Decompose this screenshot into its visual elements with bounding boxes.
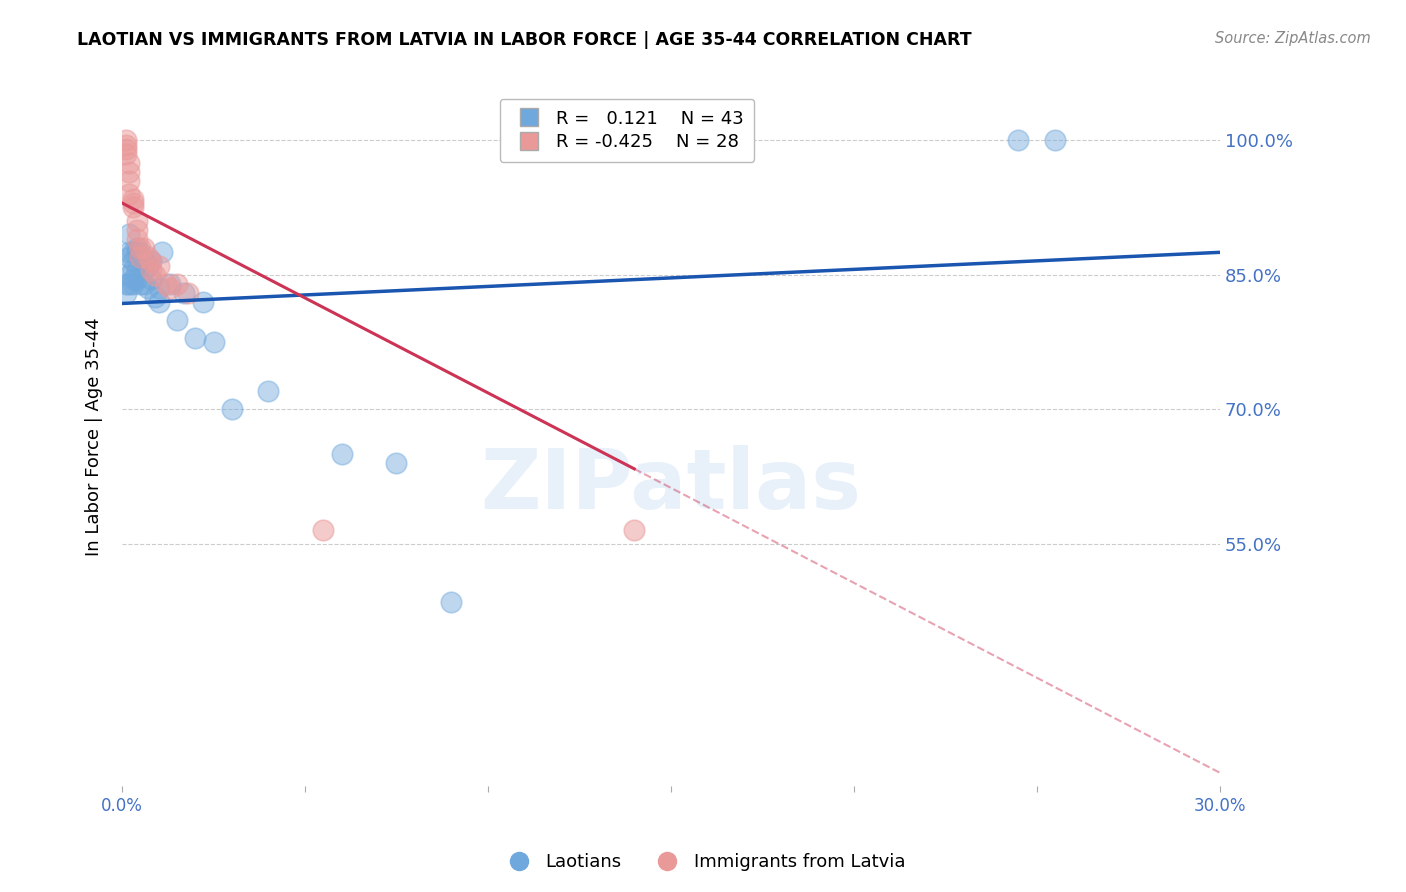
Point [122,196,145,211]
Point [118,245,141,260]
Point [148,294,170,309]
Point [148,259,170,273]
Point [122,263,145,277]
Point [143,290,166,304]
Point [177,285,200,300]
Point [114,133,136,147]
Point [129,250,152,264]
Point [141,254,163,268]
Point [136,250,159,264]
Point [132,263,155,277]
Point [132,277,155,291]
Point [166,277,188,291]
Point [385,456,408,470]
Point [191,294,214,309]
Point [125,232,148,246]
Point [118,173,141,187]
Legend: R =   0.121    N = 43, R = -0.425    N = 28: R = 0.121 N = 43, R = -0.425 N = 28 [499,99,754,162]
Point [114,285,136,300]
Point [129,250,152,264]
Point [148,281,170,295]
Point [118,268,141,282]
Point [1043,133,1066,147]
Y-axis label: In Labor Force | Age 35-44: In Labor Force | Age 35-44 [86,317,103,556]
Point [155,277,177,291]
Point [129,277,152,291]
Point [118,277,141,291]
Point [114,277,136,291]
Point [312,524,335,538]
Point [114,142,136,156]
Point [118,227,141,242]
Point [122,254,145,268]
Point [141,272,163,286]
Point [122,201,145,215]
Point [184,330,207,344]
Point [122,192,145,206]
Point [440,595,463,609]
Point [132,254,155,268]
Point [330,447,353,461]
Point [141,254,163,268]
Point [122,272,145,286]
Point [118,164,141,178]
Text: ZIPatlas: ZIPatlas [481,445,862,525]
Point [129,241,152,255]
Point [125,214,148,228]
Text: Source: ZipAtlas.com: Source: ZipAtlas.com [1215,31,1371,46]
Point [257,384,280,399]
Legend: Laotians, Immigrants from Latvia: Laotians, Immigrants from Latvia [494,847,912,879]
Point [125,223,148,237]
Point [136,281,159,295]
Point [125,263,148,277]
Point [125,241,148,255]
Point [118,250,141,264]
Point [202,334,225,349]
Point [132,241,155,255]
Point [125,272,148,286]
Point [114,137,136,152]
Point [136,259,159,273]
Point [114,146,136,161]
Point [122,277,145,291]
Point [173,285,195,300]
Point [159,277,181,291]
Point [150,245,173,260]
Point [221,402,243,417]
Point [129,245,152,260]
Point [1007,133,1029,147]
Point [159,281,181,295]
Point [623,524,645,538]
Point [166,312,188,326]
Point [118,187,141,202]
Text: LAOTIAN VS IMMIGRANTS FROM LATVIA IN LABOR FORCE | AGE 35-44 CORRELATION CHART: LAOTIAN VS IMMIGRANTS FROM LATVIA IN LAB… [77,31,972,49]
Point [143,268,166,282]
Point [141,263,163,277]
Point [122,245,145,260]
Point [125,245,148,260]
Point [118,155,141,169]
